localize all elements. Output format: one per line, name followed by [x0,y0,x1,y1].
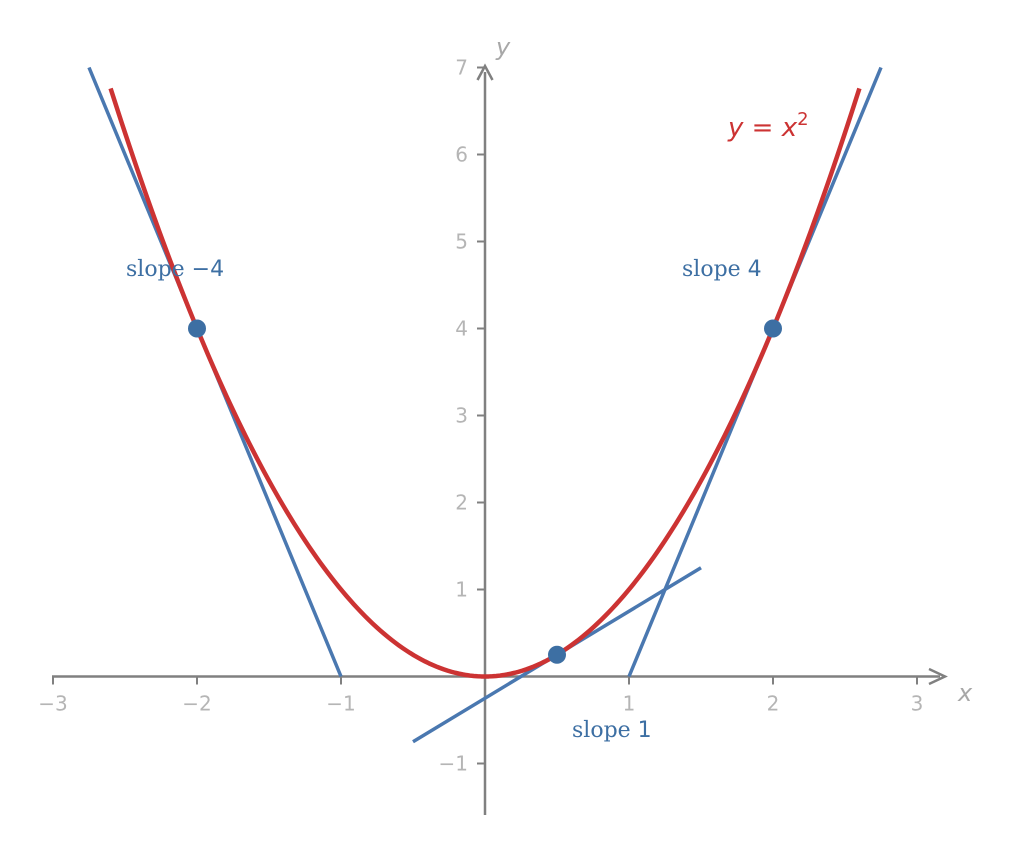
tangent-label-right: slope 4 [682,257,762,282]
y-tick-label: 3 [455,404,468,428]
tangent-label-middle: slope 1 [572,718,652,743]
x-tick-label: 3 [911,692,924,716]
parabola-curve [108,87,862,679]
y-axis-arrowhead [476,63,494,81]
y-tick-label: 1 [455,578,468,602]
tangent-point [188,319,206,338]
tangent-label-left-value: −4 [192,257,224,282]
curve-label: y = x2 [727,109,809,143]
x-axis-title: x [957,679,973,707]
parabola [108,87,862,679]
y-axis-title: y [495,33,511,61]
y-tick-label: 2 [455,491,468,515]
annotations: y = x2 slope −4 slope 1 slope 4 [126,109,809,743]
x-tick-label: −3 [38,692,67,716]
tangent-point [548,645,566,664]
tangent-label-middle-prefix: slope [572,718,638,743]
tangent-label-right-prefix: slope [682,257,748,282]
x-tick-label: 1 [623,692,636,716]
curve-label-exp: 2 [797,109,808,130]
ticks: −3 −2 −1 1 2 3 −1 1 2 3 4 5 6 7 [38,56,923,776]
tangent-label-left: slope −4 [126,257,224,282]
curve-label-eq: = [743,113,781,143]
x-tick-label: −1 [326,692,355,716]
tangent-label-right-value: 4 [748,257,762,282]
tangent-point [764,319,782,338]
y-tick-label: 6 [455,143,468,167]
x-tick-label: −2 [182,692,211,716]
tangent-points [188,319,782,664]
tangent-label-middle-value: 1 [638,718,652,743]
x-axis-arrowhead [928,667,948,686]
y-tick-label: 7 [455,56,468,80]
tangent-label-left-prefix: slope [126,257,192,282]
y-tick-label: −1 [439,752,468,776]
x-tick-label: 2 [767,692,780,716]
curve-label-base: x [781,113,798,143]
y-tick-label: 4 [455,317,468,341]
curve-label-var: y [727,113,744,143]
y-tick-label: 5 [455,230,468,254]
